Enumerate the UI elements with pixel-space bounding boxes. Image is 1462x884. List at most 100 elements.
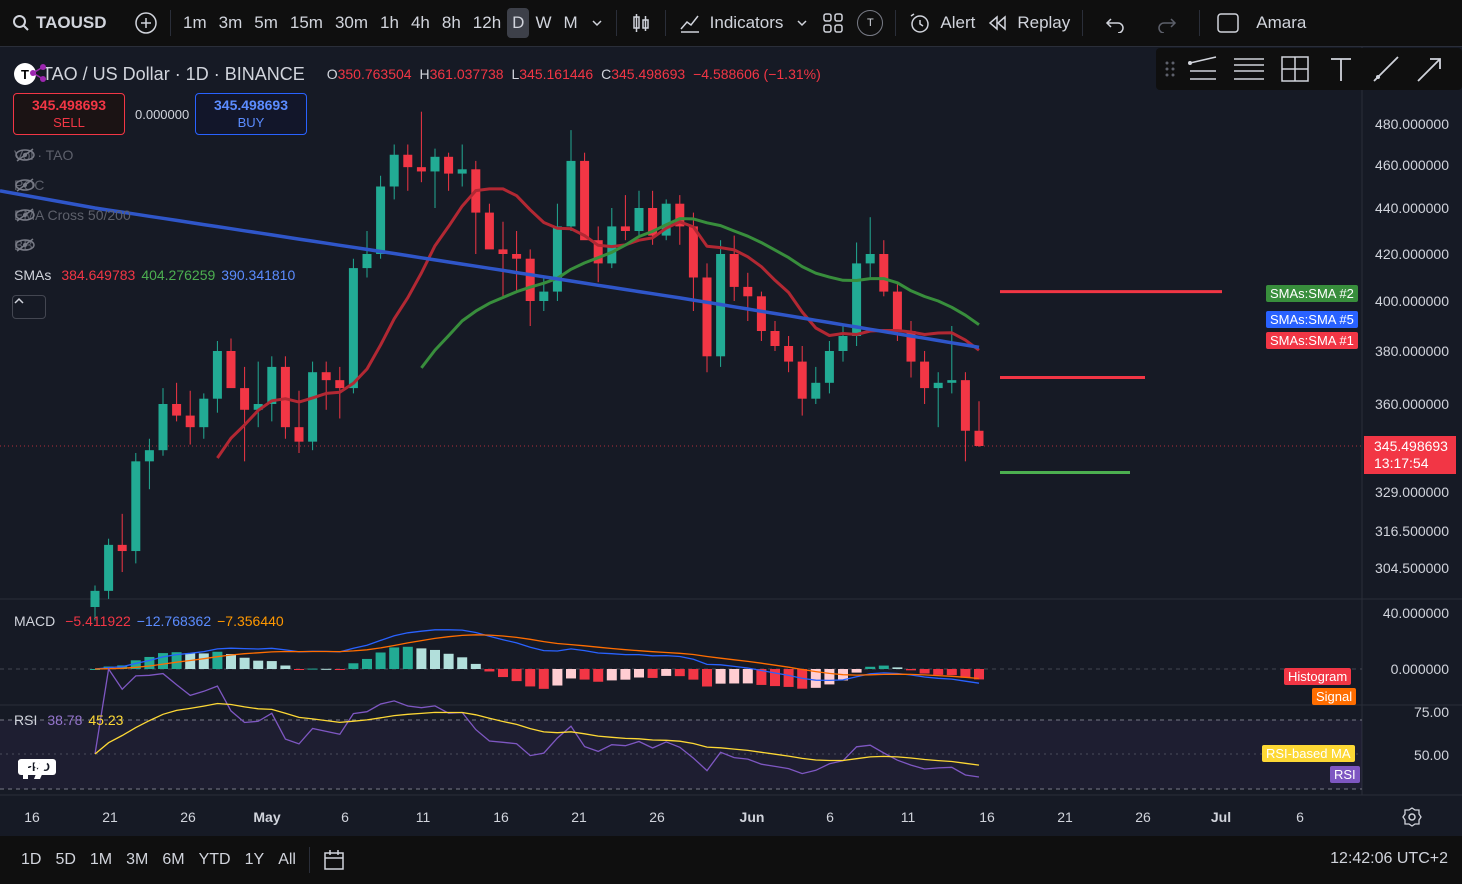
macd-histogram-bar — [620, 669, 631, 680]
calendar-icon — [324, 850, 344, 870]
eye-hidden-icon[interactable] — [14, 177, 36, 193]
range-5d[interactable]: 5D — [55, 851, 76, 868]
arrow-icon[interactable] — [1414, 53, 1444, 85]
chart-area[interactable]: T TAO / US Dollar · 1D · BINANCE O350.76… — [0, 46, 1462, 836]
interval-m[interactable]: M — [563, 13, 578, 32]
redo-button[interactable] — [1141, 8, 1193, 38]
macd-histogram-bar — [865, 666, 876, 669]
macd-histogram-bar — [634, 669, 644, 678]
macd-histogram-bar — [593, 669, 604, 682]
candle-body — [212, 351, 222, 399]
interval-8h[interactable]: 8h — [441, 13, 461, 32]
interval-30m[interactable]: 30m — [334, 13, 369, 32]
candle-body — [702, 277, 712, 357]
gear-icon[interactable] — [1402, 807, 1422, 827]
indicators-dropdown[interactable] — [789, 8, 815, 38]
interval-w[interactable]: W — [535, 13, 552, 32]
trend-lines-icon[interactable] — [1184, 53, 1222, 85]
interval-4h[interactable]: 4h — [410, 13, 430, 32]
eye-hidden-icon[interactable] — [14, 207, 36, 223]
interval-d[interactable]: D — [507, 8, 530, 38]
undo-button[interactable] — [1089, 8, 1141, 38]
range-selector: 1D 5D 1M 3M 6M YTD 1Y All — [0, 851, 303, 869]
candle-body — [539, 291, 549, 301]
chart-canvas[interactable] — [0, 47, 1462, 837]
template-button[interactable]: T — [851, 8, 889, 38]
chart-type-button[interactable] — [623, 8, 659, 38]
indicator-ema-cross[interactable]: EMA Cross 50/200 — [14, 207, 131, 223]
alert-button[interactable]: Alert — [902, 8, 981, 38]
replay-button[interactable]: Replay — [981, 8, 1076, 38]
series-title[interactable]: TAO / US Dollar · 1D · BINANCE — [42, 63, 305, 84]
candle-body — [960, 380, 970, 431]
candle-body — [580, 160, 590, 241]
price-tick-label: 400.000000 — [1375, 293, 1449, 309]
macd-histogram-bar — [212, 651, 223, 669]
interval-12h[interactable]: 12h — [472, 13, 502, 32]
macd-histogram-bar — [756, 669, 767, 685]
patterns-icon[interactable] — [1276, 53, 1314, 85]
open-value: 350.763504 — [337, 66, 412, 82]
symbol-search[interactable]: TAOUSD — [0, 13, 128, 33]
candle-body — [308, 372, 318, 442]
macd-histogram-bar — [933, 669, 944, 675]
indicator-poc[interactable]: POC — [14, 177, 44, 193]
tv-logo-icon — [18, 761, 48, 779]
interval-1m[interactable]: 1m — [183, 13, 207, 32]
interval-3m[interactable]: 3m — [218, 13, 243, 32]
share-icon[interactable] — [28, 63, 48, 83]
open-label: O — [326, 66, 338, 82]
compare-button[interactable] — [128, 8, 164, 38]
interval-dropdown-button[interactable] — [584, 8, 610, 38]
buy-button[interactable]: 345.498693 BUY — [195, 93, 307, 135]
user-name: Amara — [1256, 13, 1307, 32]
sell-button[interactable]: 345.498693 SELL — [13, 93, 125, 135]
candle-body — [416, 167, 426, 172]
macd-histogram-bar — [566, 669, 576, 679]
sma-5-line — [0, 189, 980, 350]
range-1m[interactable]: 1M — [89, 851, 113, 868]
macd-histogram-bar — [239, 657, 250, 669]
candle-body — [607, 226, 617, 264]
symbol-name: TAOUSD — [36, 13, 107, 32]
sma-2-line — [420, 217, 980, 369]
user-menu[interactable]: Amara — [1250, 8, 1312, 38]
interval-1h[interactable]: 1h — [380, 13, 399, 32]
goto-date-button[interactable] — [316, 845, 352, 875]
fullscreen-button[interactable] — [1206, 8, 1250, 38]
indicator-smas[interactable]: SMAs 384.649783 404.276259 390.341810 — [14, 267, 295, 283]
macd-histogram-bar — [851, 669, 862, 673]
indicators-button[interactable]: Indicators — [672, 8, 790, 38]
macd-histogram-bar — [538, 669, 549, 689]
indicator-rsi[interactable]: RSI 38.78 45.23 — [14, 712, 123, 728]
eye-hidden-icon[interactable] — [14, 237, 36, 253]
fib-icon[interactable] — [1230, 53, 1268, 85]
range-3m[interactable]: 3M — [126, 851, 149, 868]
last-price-value: 345.498693 — [1374, 438, 1448, 454]
rsi-ma-line — [94, 702, 980, 766]
indicator-bb[interactable]: BB — [14, 237, 36, 253]
text-icon[interactable] — [1322, 53, 1360, 85]
sma-2-axis-tag: SMAs:SMA #2 — [1266, 285, 1358, 302]
drag-handle-icon[interactable] — [1164, 58, 1176, 80]
range-1y[interactable]: 1Y — [244, 851, 265, 868]
range-ytd[interactable]: YTD — [198, 851, 231, 868]
interval-5m[interactable]: 5m — [254, 13, 278, 32]
interval-15m[interactable]: 15m — [289, 13, 323, 32]
rsi-line — [94, 667, 980, 778]
indicator-macd[interactable]: MACD −5.411922 −12.768362 −7.356440 — [14, 613, 284, 629]
clock[interactable]: 12:42:06 UTC+2 — [1330, 850, 1448, 867]
collapse-legend-button[interactable] — [12, 295, 46, 319]
macd-histogram-bar — [647, 669, 658, 678]
layout-button[interactable] — [815, 8, 851, 38]
range-6m[interactable]: 6M — [162, 851, 185, 868]
range-1d[interactable]: 1D — [21, 851, 42, 868]
indicator-vol[interactable]: Vol · TAO — [14, 147, 73, 163]
macd-histogram-bar — [90, 669, 100, 670]
range-all[interactable]: All — [278, 851, 296, 868]
eye-hidden-icon[interactable] — [14, 147, 36, 163]
macd-histogram-bar — [334, 669, 345, 670]
time-tick-label: May — [253, 809, 281, 825]
brush-icon[interactable] — [1368, 53, 1406, 85]
macd-histogram-bar — [810, 669, 821, 688]
